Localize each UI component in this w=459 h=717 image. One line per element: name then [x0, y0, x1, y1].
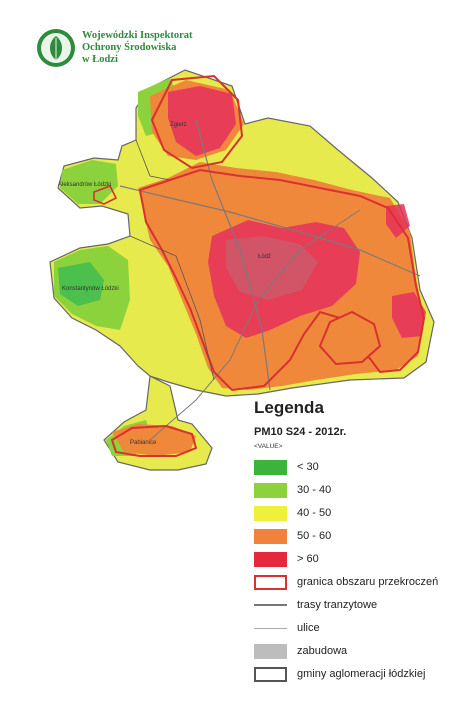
- municipality-border-2: [135, 139, 171, 181]
- legend-transit-label: trasy tranzytowe: [297, 599, 378, 611]
- green-zone-konstantynow: [58, 262, 104, 306]
- red-zone-lodz-center: [208, 220, 360, 338]
- legend-title: Legenda: [254, 398, 324, 417]
- legend-swatch-transit: [254, 604, 287, 606]
- legend-value-label: <VALUE>: [254, 443, 283, 450]
- legend-swatch-lt30: [254, 459, 287, 475]
- legend-municipalities-label: gminy aglomeracji łódzkiej: [297, 668, 426, 680]
- legend-transit-row: trasy tranzytowe: [254, 594, 454, 616]
- transit-route-3: [149, 209, 361, 441]
- legend-class-label: < 30: [297, 461, 319, 473]
- municipality-border-1: [129, 235, 215, 381]
- legend-streets-label: ulice: [297, 622, 320, 634]
- header: Wojewódzki Inspektorat Ochrony Środowisk…: [36, 24, 193, 72]
- transit-route-2: [195, 119, 271, 391]
- transit-route-1: [119, 185, 421, 277]
- legend-class-row: 30 - 40: [254, 479, 454, 501]
- wios-logo-icon: [37, 29, 75, 67]
- label-lodz: Łódź: [258, 254, 271, 260]
- legend-class-row: 50 - 60: [254, 525, 454, 547]
- exceedance-boundary-zgierz: [150, 74, 244, 170]
- legend-class-row: 40 - 50: [254, 502, 454, 524]
- legend: Legenda PM10 S24 - 2012r. <VALUE> < 30 3…: [254, 398, 454, 686]
- label-zgierz: Zgierz: [170, 122, 187, 128]
- exceedance-boundary-pabianice: [110, 424, 198, 457]
- legend-class-label: 30 - 40: [297, 484, 332, 496]
- legend-streets-row: ulice: [254, 617, 454, 639]
- label-konstantynow: Konstantynów Łódzki: [62, 286, 119, 292]
- label-pabianice: Pabianice: [130, 440, 157, 446]
- legend-municipalities-row: gminy aglomeracji łódzkiej: [254, 663, 454, 685]
- legend-swatch-40-50: [254, 505, 287, 521]
- legend-swatch-30-40: [254, 482, 287, 498]
- org-line-2: Ochrony Środowiska: [82, 42, 177, 53]
- legend-swatch-streets: [254, 627, 287, 629]
- legend-built-row: zabudowa: [254, 640, 454, 662]
- legend-subtitle: PM10 S24 - 2012r.: [254, 426, 347, 438]
- label-aleksandrow: Aleksandrów Łódzki: [58, 182, 111, 188]
- exceedance-boundary-lodz: [138, 168, 426, 392]
- legend-swatch-built: [254, 643, 287, 659]
- red-zone-zgierz: [168, 86, 236, 156]
- legend-class-label: 40 - 50: [297, 507, 332, 519]
- org-line-3: w Łodzi: [82, 54, 118, 65]
- legend-swatch-gt60: [254, 551, 287, 567]
- legend-swatch-municipalities: [254, 666, 287, 682]
- orange-zone-pabianice: [112, 424, 196, 456]
- legend-swatch-50-60: [254, 528, 287, 544]
- legend-swatch-boundary: [254, 574, 287, 590]
- exceedance-boundary-east: [318, 310, 382, 366]
- org-line-1: Wojewódzki Inspektorat: [82, 30, 193, 41]
- legend-class-label: 50 - 60: [297, 530, 332, 542]
- legend-class-row: > 60: [254, 548, 454, 570]
- legend-boundary-label: granica obszaru przekroczeń: [297, 576, 439, 588]
- exceedance-boundary-aleksandrow: [93, 184, 118, 205]
- organization-name: Wojewódzki Inspektorat Ochrony Środowisk…: [82, 30, 193, 66]
- legend-class-label: > 60: [297, 553, 319, 565]
- legend-boundary-row: granica obszaru przekroczeń: [254, 571, 454, 593]
- legend-class-row: < 30: [254, 456, 454, 478]
- green-zone-aleksandrow: [60, 160, 118, 204]
- legend-built-label: zabudowa: [297, 645, 348, 657]
- red-zone-east: [392, 292, 426, 338]
